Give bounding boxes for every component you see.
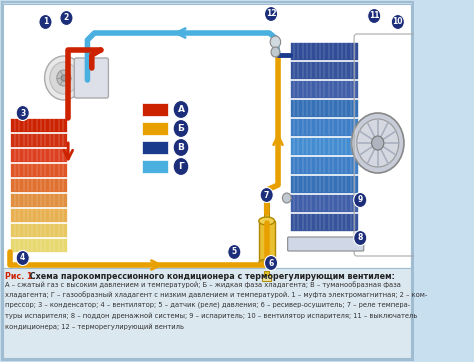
Text: 12: 12 xyxy=(266,9,276,18)
Text: туры испарителя; 8 – поддон дренажной системы; 9 – испаритель; 10 – вентилятор и: туры испарителя; 8 – поддон дренажной си… xyxy=(5,312,418,319)
Bar xyxy=(142,160,168,173)
Bar xyxy=(10,163,67,177)
Bar xyxy=(3,268,411,358)
Text: Г: Г xyxy=(178,162,184,171)
Bar xyxy=(290,213,358,231)
Circle shape xyxy=(16,105,29,121)
Bar xyxy=(290,175,358,193)
Text: А – сжатый газ с высоким давлением и температурой; Б – жидкая фаза хладагента; В: А – сжатый газ с высоким давлением и тем… xyxy=(5,281,401,288)
Circle shape xyxy=(354,193,367,207)
Bar xyxy=(264,271,269,281)
Text: Рис. 1.: Рис. 1. xyxy=(5,272,36,281)
Bar xyxy=(290,99,358,117)
FancyBboxPatch shape xyxy=(2,2,413,360)
Circle shape xyxy=(45,56,83,100)
Bar xyxy=(142,103,168,116)
Circle shape xyxy=(354,231,367,245)
Text: прессор; 3 – конденсатор; 4 – вентилятор; 5 – датчик (реле) давления; 6 – ресиве: прессор; 3 – конденсатор; 4 – вентилятор… xyxy=(5,302,410,308)
Circle shape xyxy=(271,47,280,57)
Text: 9: 9 xyxy=(357,195,363,205)
Bar xyxy=(262,275,271,281)
Text: В: В xyxy=(178,143,184,152)
Text: 11: 11 xyxy=(369,12,380,21)
Circle shape xyxy=(57,70,71,86)
Circle shape xyxy=(391,14,404,29)
Bar xyxy=(290,80,358,98)
Circle shape xyxy=(352,113,404,173)
Bar xyxy=(290,194,358,212)
Bar xyxy=(10,178,67,192)
Bar xyxy=(290,42,358,60)
Bar xyxy=(10,133,67,147)
Circle shape xyxy=(173,157,189,176)
Bar xyxy=(142,141,168,154)
Bar xyxy=(10,118,67,132)
Text: 4: 4 xyxy=(20,253,25,262)
Text: 6: 6 xyxy=(268,258,273,268)
Bar xyxy=(76,60,107,96)
Text: кондиционера; 12 – терморегулирующий вентиль: кондиционера; 12 – терморегулирующий вен… xyxy=(5,323,184,329)
Text: 7: 7 xyxy=(264,190,269,199)
Circle shape xyxy=(173,119,189,138)
Bar xyxy=(10,238,67,252)
Text: 5: 5 xyxy=(232,248,237,257)
Circle shape xyxy=(61,75,66,81)
Circle shape xyxy=(283,193,291,203)
Bar xyxy=(10,208,67,222)
Bar xyxy=(290,118,358,136)
Bar xyxy=(290,137,358,155)
Bar xyxy=(264,203,269,221)
Circle shape xyxy=(357,119,399,167)
Circle shape xyxy=(264,256,278,270)
Circle shape xyxy=(60,10,73,25)
Text: Схема парокомпрессионного кондиционера с терморегулирующим вентилем:: Схема парокомпрессионного кондиционера с… xyxy=(27,272,395,281)
Circle shape xyxy=(372,136,384,150)
Bar xyxy=(290,156,358,174)
Text: 8: 8 xyxy=(357,233,363,243)
Circle shape xyxy=(16,251,29,265)
Circle shape xyxy=(173,139,189,156)
Bar xyxy=(3,4,411,268)
Ellipse shape xyxy=(259,259,274,267)
Bar xyxy=(10,148,67,162)
Text: 10: 10 xyxy=(392,17,403,26)
Circle shape xyxy=(368,8,381,24)
Bar xyxy=(290,61,358,79)
Text: хладагента; Г – газообразный хладагент с низким давлением и температурой. 1 – му: хладагента; Г – газообразный хладагент с… xyxy=(5,291,428,298)
FancyBboxPatch shape xyxy=(288,237,364,251)
Circle shape xyxy=(173,101,189,118)
Circle shape xyxy=(50,62,78,94)
Bar xyxy=(10,223,67,237)
Text: 3: 3 xyxy=(20,109,25,118)
Bar xyxy=(10,193,67,207)
Circle shape xyxy=(270,36,281,48)
Circle shape xyxy=(260,188,273,202)
FancyBboxPatch shape xyxy=(74,58,109,98)
Text: А: А xyxy=(177,105,184,114)
Circle shape xyxy=(228,244,241,260)
Bar xyxy=(259,221,274,263)
Bar xyxy=(142,122,168,135)
Ellipse shape xyxy=(259,217,274,225)
Circle shape xyxy=(39,14,52,29)
Text: 2: 2 xyxy=(64,13,69,22)
Circle shape xyxy=(264,7,278,21)
Text: Б: Б xyxy=(178,124,184,133)
Text: 1: 1 xyxy=(43,17,48,26)
